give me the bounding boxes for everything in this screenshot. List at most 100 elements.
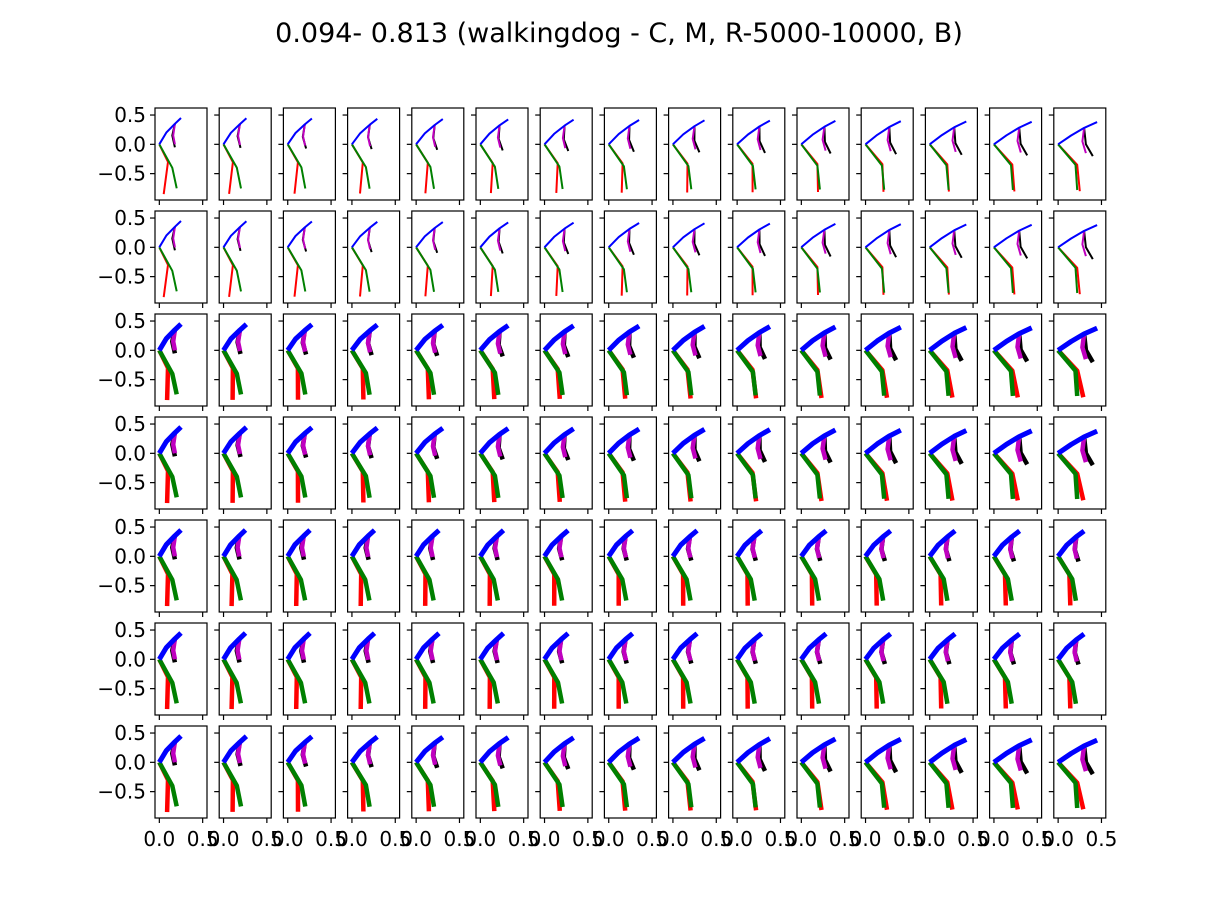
subplot-r7-c14: 0.0 0.5	[978, 725, 1053, 851]
x-tick-label: 0.5	[444, 827, 476, 851]
series-line-spine	[478, 528, 506, 558]
series-line-spine	[285, 528, 312, 558]
x-tick-label: 0.5	[379, 827, 411, 851]
series-line-hind-near	[1057, 143, 1079, 191]
subplot-r7-c8: 0.0 0.5	[593, 725, 668, 851]
subplot-r6-c1: 0.5 0.0 −0.5	[97, 618, 208, 720]
x-tick-label: 0.5	[1086, 827, 1118, 851]
series-line-front-far	[943, 639, 951, 662]
series-line-front-far	[885, 332, 893, 358]
skeleton-lines	[222, 220, 248, 298]
series-line-spine	[158, 117, 182, 145]
subplot-frame	[796, 107, 850, 201]
x-tick-label: 0.0	[657, 827, 689, 851]
subplot-r6-c11	[792, 622, 850, 720]
x-tick-label: 0.0	[336, 827, 368, 851]
series-line-hind-near	[735, 760, 758, 808]
series-line-front-far	[950, 745, 958, 771]
series-line-spine	[606, 323, 641, 353]
series-line-spine	[478, 426, 510, 455]
series-line-hind-near	[671, 451, 694, 499]
series-line-spine	[1057, 121, 1098, 146]
series-line-hind-near	[991, 555, 1014, 602]
series-line-hind-near	[607, 143, 628, 190]
subplot-r5-c6	[471, 519, 529, 617]
series-line-hind-near	[735, 348, 758, 396]
subplot-r6-c7	[535, 622, 593, 720]
skeleton-lines	[992, 428, 1033, 501]
series-line-front-far	[690, 434, 698, 459]
x-tick-label: 0.0	[785, 827, 817, 851]
subplot-r1-c10	[727, 107, 786, 205]
series-line-spine	[542, 528, 570, 558]
series-line-hind-near	[157, 452, 179, 498]
series-line-front-far	[879, 536, 886, 559]
series-line-spine	[671, 324, 706, 353]
series-line-hind-near	[992, 451, 1016, 500]
x-tick-label: 0.0	[721, 827, 753, 851]
series-line-spine	[672, 222, 706, 249]
skeleton-lines	[285, 734, 314, 812]
skeleton-lines	[606, 426, 641, 502]
series-line-hind-near	[157, 761, 179, 807]
skeleton-lines	[864, 223, 902, 295]
subplot-r2-c1: 0.5 0.0 −0.5	[97, 206, 208, 308]
subplot-r1-c4	[342, 107, 401, 205]
series-line-front-far	[495, 742, 503, 767]
series-line-front-far	[432, 124, 437, 148]
series-line-spine	[863, 631, 893, 661]
y-tick-label: 0.5	[114, 309, 146, 333]
y-tick-label: −0.5	[97, 265, 146, 289]
series-line-spine	[606, 631, 635, 661]
series-line-hind-near	[606, 452, 630, 499]
series-line-hind-near	[157, 658, 179, 704]
skeleton-lines	[927, 325, 968, 399]
series-line-spine	[927, 631, 957, 661]
x-tick-label: 0.5	[765, 827, 797, 851]
series-line-spine	[542, 735, 575, 764]
series-line-spine	[221, 322, 249, 352]
subplot-r3-c15	[1048, 313, 1107, 411]
series-line-spine	[607, 222, 640, 249]
series-line-front-far	[1072, 639, 1079, 663]
series-line-front-far	[755, 435, 763, 460]
series-line-spine	[1057, 224, 1098, 249]
series-line-front-far	[1081, 230, 1087, 257]
series-line-spine	[349, 425, 379, 455]
subplot-r4-c2	[214, 416, 272, 514]
y-tick-label: 0.5	[114, 103, 146, 127]
series-line-spine	[863, 736, 902, 765]
subplot-r6-c12	[856, 622, 914, 720]
subplot-frame	[539, 210, 593, 304]
subplot-r2-c11	[792, 210, 850, 308]
series-line-hind-near	[479, 246, 500, 293]
subplot-r5-c11	[792, 519, 850, 617]
subplot-r2-c12	[856, 210, 914, 308]
series-line-hind-near	[415, 143, 435, 189]
x-tick-label: 0.5	[957, 827, 989, 851]
series-line-front-far	[820, 744, 828, 770]
series-line-hind-near	[286, 143, 307, 189]
series-line-hind-near	[993, 143, 1014, 190]
skeleton-lines	[1057, 121, 1098, 192]
series-line-front-far	[756, 126, 762, 151]
series-line-hind-near	[1056, 451, 1080, 500]
series-line-hind-near	[735, 555, 757, 602]
series-line-hind-near	[221, 761, 244, 807]
series-line-spine	[929, 120, 967, 146]
series-line-hind-near	[222, 246, 242, 292]
subplot-r4-c15	[1048, 416, 1107, 514]
subplot-frame	[475, 210, 529, 304]
series-line-front-far	[750, 536, 757, 559]
series-line-front-far	[1015, 333, 1023, 360]
series-line-hind-near	[799, 348, 823, 396]
series-line-front-far	[686, 536, 693, 559]
skeleton-lines	[349, 425, 379, 503]
series-line-hind-near	[927, 760, 951, 809]
series-line-hind-near	[606, 761, 630, 808]
y-tick-label: 0.5	[114, 721, 146, 745]
skeleton-lines	[415, 221, 444, 297]
skeleton-lines	[671, 324, 706, 399]
x-tick-label: 0.0	[1042, 827, 1074, 851]
subplot-r5-c8	[599, 519, 658, 617]
